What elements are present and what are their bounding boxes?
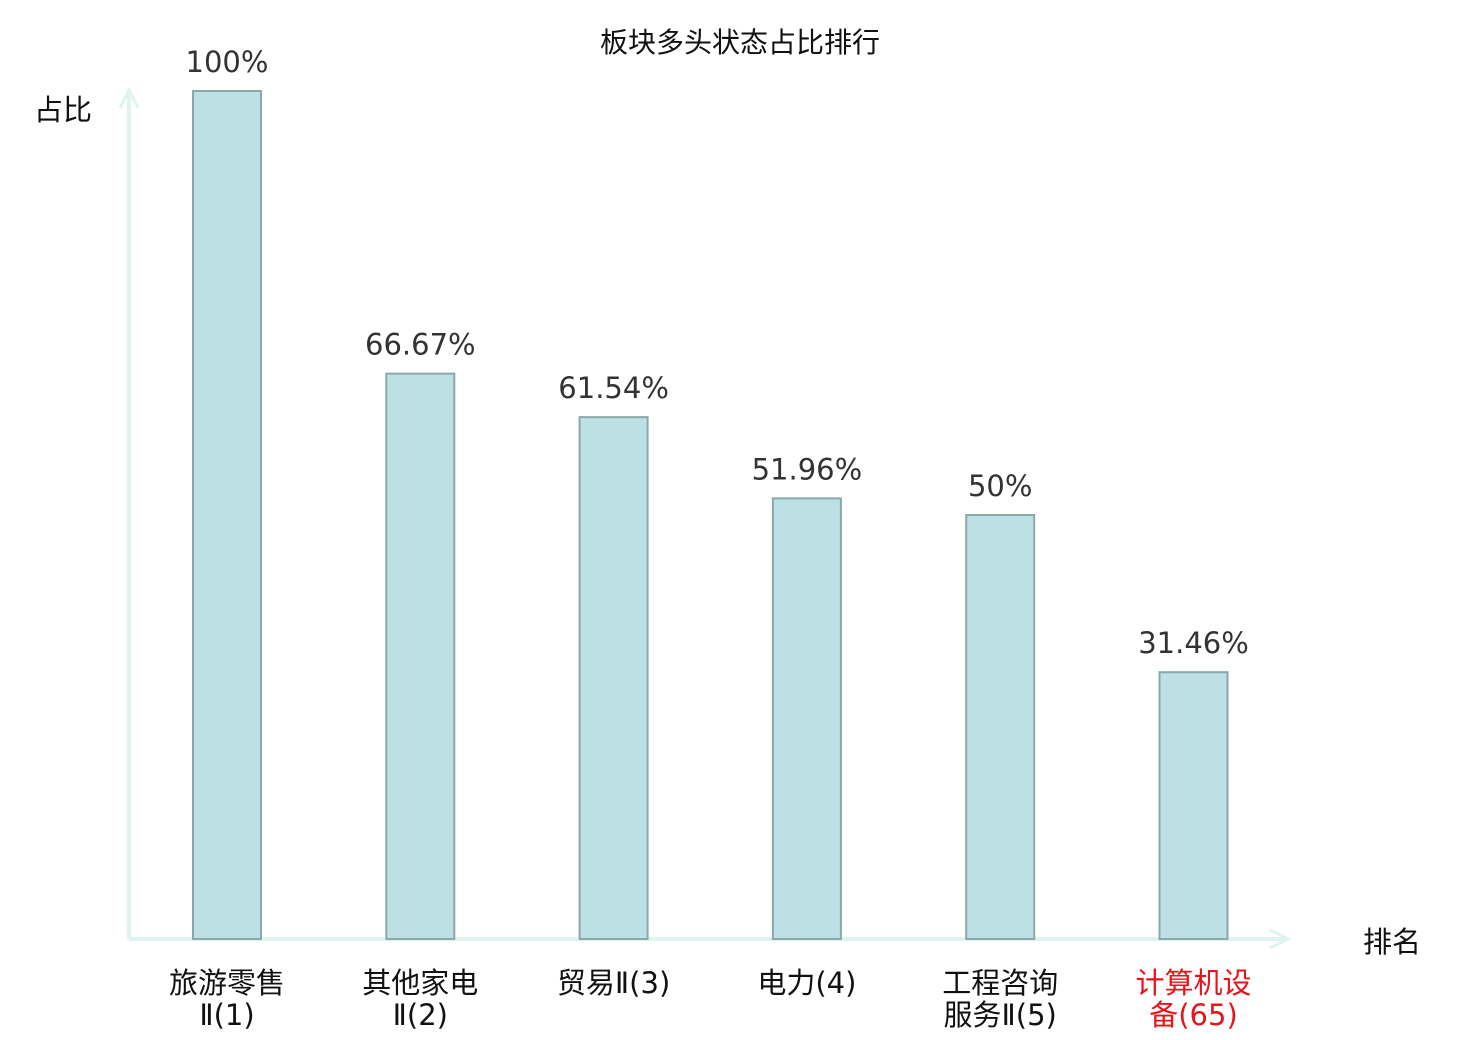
x-tick-label: 工程咨询服务Ⅱ(5)	[942, 966, 1058, 1032]
bar	[1158, 671, 1229, 940]
x-tick-label-line: 其他家电	[362, 966, 478, 1000]
bar	[771, 497, 842, 940]
x-tick-label: 其他家电 Ⅱ(2)	[362, 966, 478, 1032]
bar	[965, 514, 1036, 940]
x-tick-label-line: Ⅱ(1)	[199, 998, 254, 1032]
x-axis	[129, 928, 1292, 950]
x-tick-label: 贸易Ⅱ(3)	[557, 966, 670, 1000]
data-label: 51.96%	[752, 452, 863, 486]
x-tick-label: 电力(4)	[757, 966, 856, 1000]
x-tick-label-line: 旅游零售	[169, 966, 285, 1000]
data-label: 66.67%	[365, 328, 476, 362]
x-tick-label: 旅游零售 Ⅱ(1)	[169, 966, 285, 1032]
data-label: 31.46%	[1138, 626, 1249, 660]
x-tick-label: 计算机设备(65)	[1135, 966, 1251, 1032]
y-axis	[118, 86, 140, 939]
data-label: 50%	[968, 469, 1032, 503]
bar	[578, 416, 649, 940]
x-tick-label-line: 电力(4)	[757, 966, 856, 1000]
x-tick-label-line: 备(65)	[1149, 998, 1238, 1032]
x-axis-label: 排名	[1363, 925, 1421, 959]
y-axis-label: 占比	[34, 93, 92, 127]
chart-title: 板块多头状态占比排行	[600, 26, 880, 59]
x-tick-label-line: Ⅱ(2)	[393, 998, 448, 1032]
data-label: 61.54%	[558, 371, 669, 405]
data-label: 100%	[186, 45, 269, 79]
bar	[192, 90, 262, 940]
x-tick-label-line: 工程咨询	[942, 966, 1058, 1000]
x-tick-label-line: 计算机设	[1135, 966, 1251, 1000]
x-tick-label-line: 服务Ⅱ(5)	[944, 998, 1057, 1032]
x-tick-label-line: 贸易Ⅱ(3)	[557, 966, 670, 1000]
bar	[385, 372, 456, 940]
